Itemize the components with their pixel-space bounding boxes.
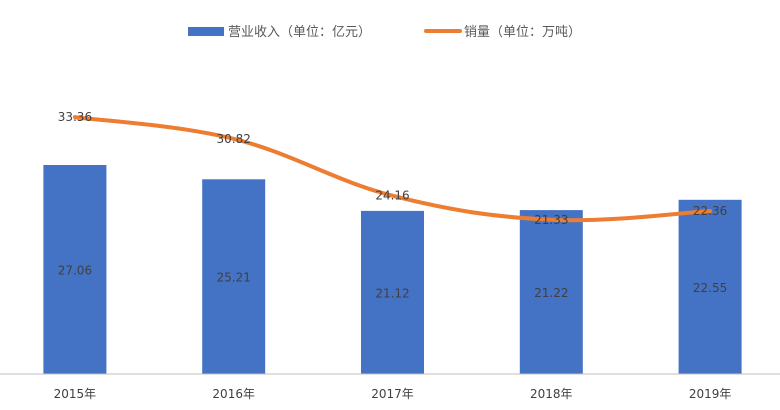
- legend: 营业收入（单位：亿元） 销量（单位：万吨）: [188, 25, 581, 40]
- line-data-label-4: 22.36: [693, 204, 727, 218]
- line-data-label-0: 33.36: [58, 110, 92, 124]
- bar-1: [202, 179, 266, 374]
- bar-data-label-4: 22.55: [693, 281, 727, 295]
- line-series-sales: [72, 115, 713, 223]
- x-tick-label-4: 2019年: [689, 387, 732, 401]
- line-data-label-3: 21.33: [534, 213, 568, 227]
- bar-data-label-3: 21.22: [534, 286, 568, 300]
- bar-4: [678, 199, 742, 374]
- legend-label-sales: 销量（单位：万吨）: [464, 25, 581, 40]
- sales-line: [72, 115, 713, 223]
- x-tick-label-3: 2018年: [530, 387, 573, 401]
- legend-swatch-revenue: [188, 27, 224, 36]
- bar-data-label-1: 25.21: [217, 271, 251, 285]
- x-tick-label-1: 2016年: [212, 387, 255, 401]
- bar-2: [361, 210, 424, 374]
- bar-data-label-2: 21.12: [375, 286, 409, 300]
- x-tick-label-2: 2017年: [371, 387, 414, 401]
- bar-3: [519, 210, 583, 374]
- bar-data-labels: 27.06 25.21 21.12 21.22 22.55: [58, 264, 728, 301]
- x-axis-tick-labels: 2015年 2016年 2017年 2018年 2019年: [54, 387, 732, 401]
- bar-data-label-0: 27.06: [58, 264, 92, 278]
- bar-0: [43, 165, 107, 374]
- line-data-label-1: 30.82: [217, 132, 251, 146]
- line-data-label-2: 24.16: [375, 189, 409, 203]
- x-tick-label-0: 2015年: [54, 387, 97, 401]
- legend-label-revenue: 营业收入（单位：亿元）: [228, 25, 371, 40]
- line-data-labels: 33.36 30.82 24.16 21.33 22.36: [58, 110, 728, 227]
- bar-series-revenue: [43, 165, 742, 374]
